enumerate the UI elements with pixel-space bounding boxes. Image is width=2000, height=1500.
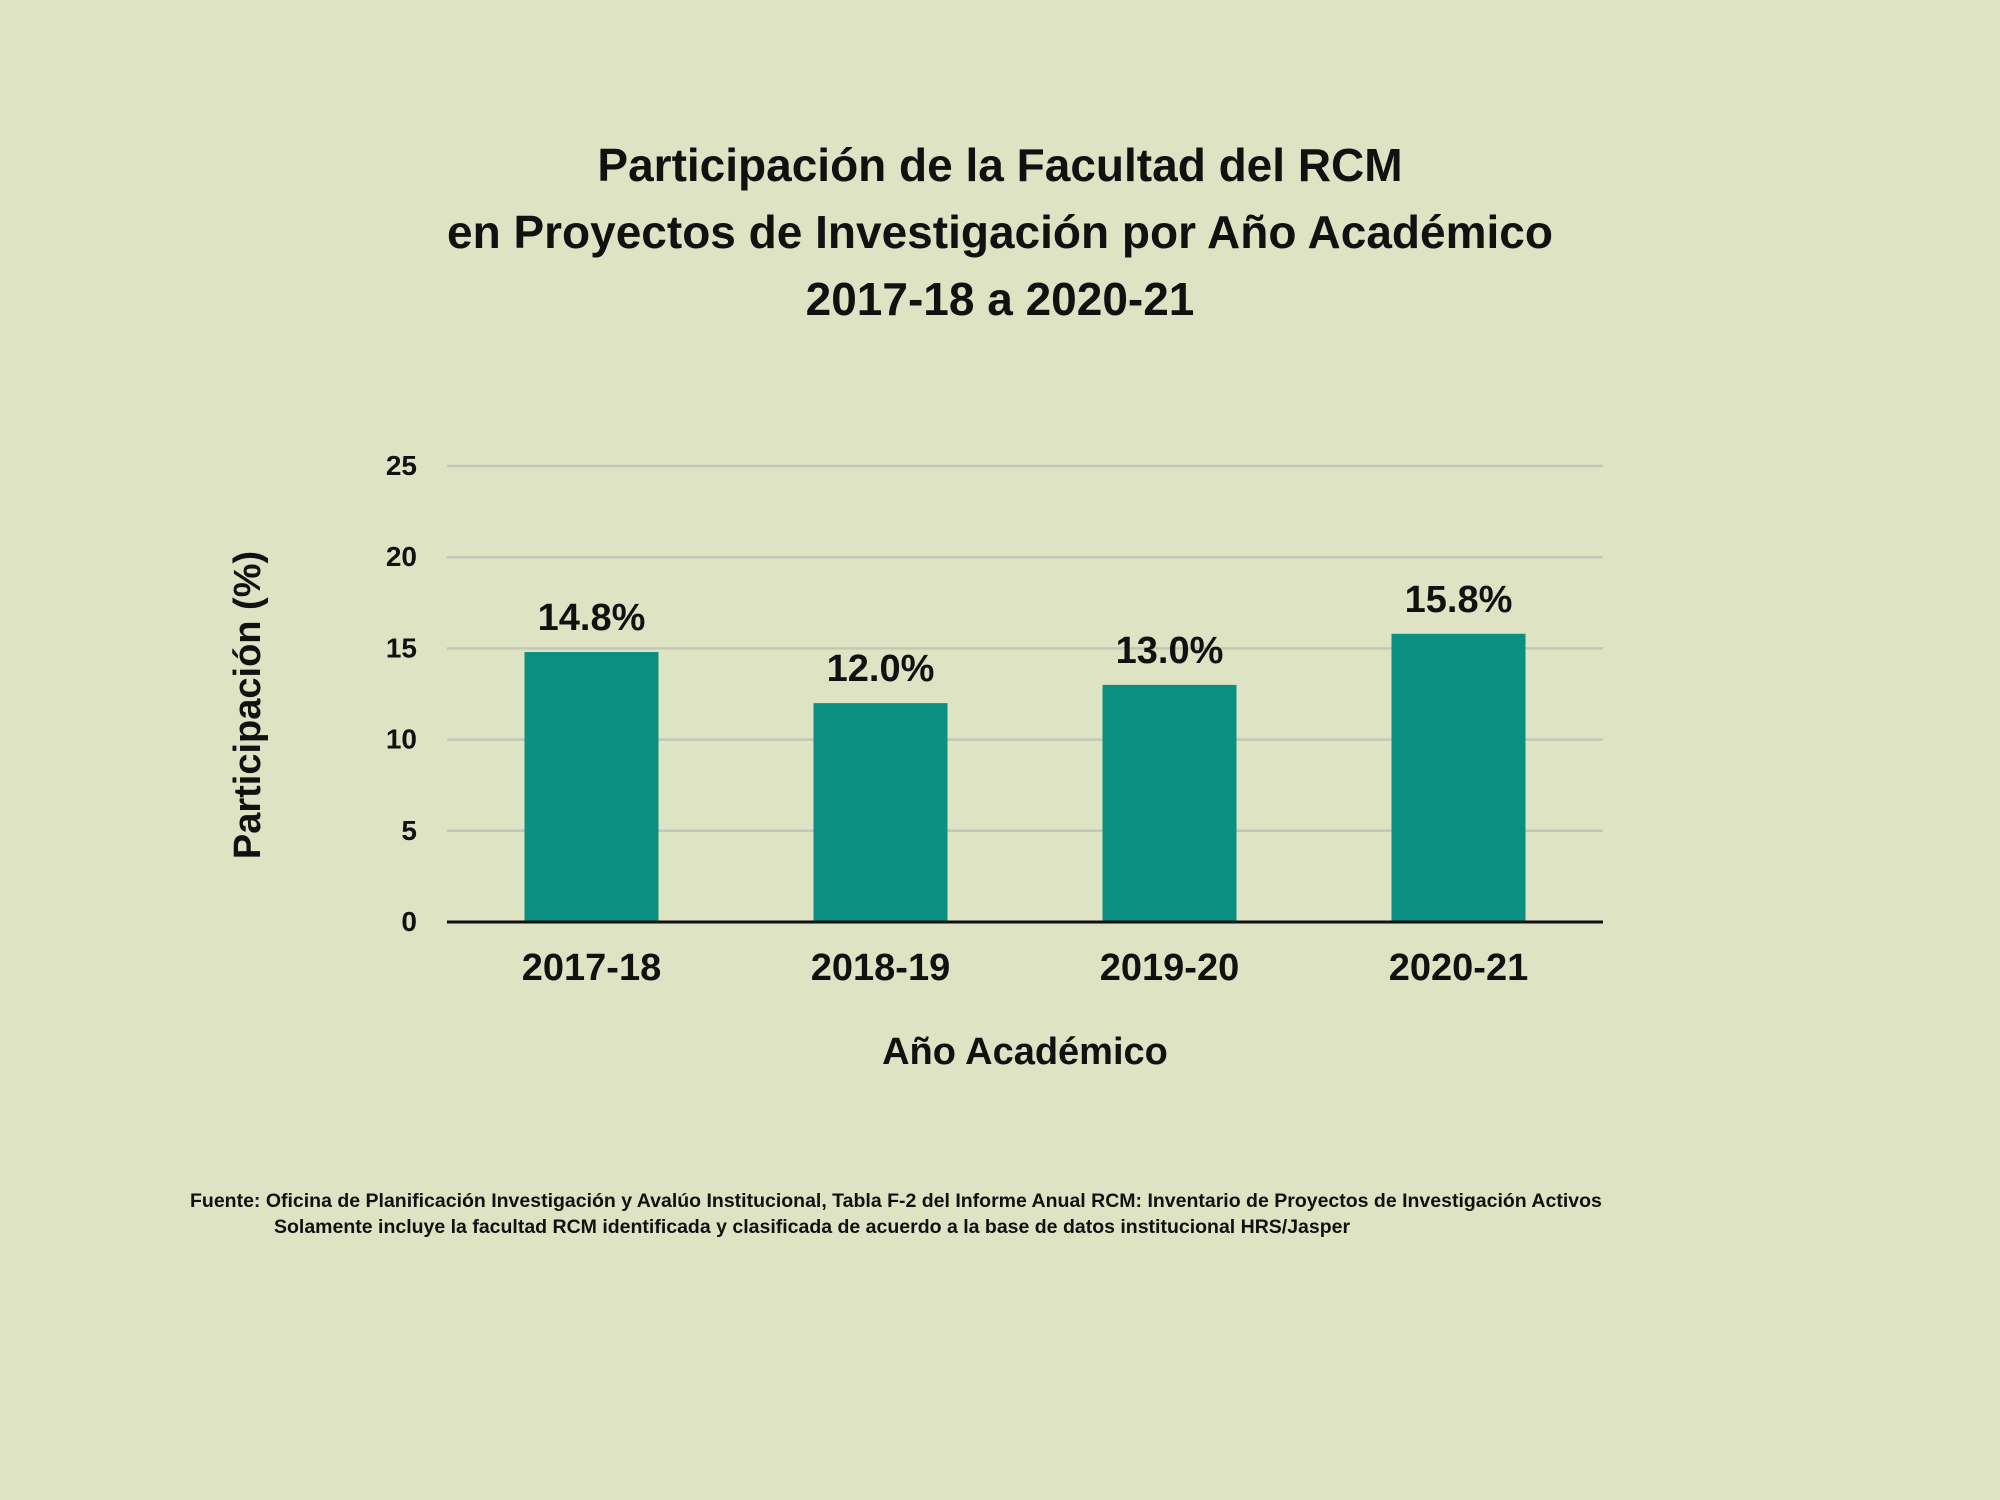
data-label: 14.8% bbox=[538, 597, 646, 639]
bar-2018-19 bbox=[813, 703, 948, 922]
chart-title-line-2: en Proyectos de Investigación por Año Ac… bbox=[447, 206, 1553, 258]
x-tick-label: 2020-21 bbox=[1389, 947, 1528, 989]
x-tick-label: 2018-19 bbox=[811, 947, 950, 989]
x-axis-title: Año Académico bbox=[882, 1031, 1168, 1073]
y-tick-label: 0 bbox=[401, 906, 417, 937]
y-axis-title: Participación (%) bbox=[227, 551, 269, 859]
chart-title: Participación de la Facultad del RCM en … bbox=[0, 132, 2000, 333]
chart-title-line-3: 2017-18 a 2020-21 bbox=[805, 273, 1195, 325]
y-tick-label: 5 bbox=[401, 815, 417, 846]
y-tick-label: 15 bbox=[386, 632, 417, 663]
data-label: 12.0% bbox=[827, 648, 935, 690]
x-tick-label: 2017-18 bbox=[522, 947, 661, 989]
chart-title-line-1: Participación de la Facultad del RCM bbox=[597, 139, 1403, 191]
bar-2017-18 bbox=[524, 652, 659, 922]
bar-2019-20 bbox=[1102, 684, 1237, 922]
y-tick-label: 20 bbox=[386, 541, 417, 572]
y-tick-label: 10 bbox=[386, 724, 417, 755]
data-label: 15.8% bbox=[1405, 579, 1513, 621]
y-tick-label: 25 bbox=[386, 450, 417, 481]
source-line-2: Solamente incluye la facultad RCM identi… bbox=[274, 1216, 1351, 1238]
bar-2020-21 bbox=[1391, 633, 1526, 922]
data-label: 13.0% bbox=[1116, 630, 1224, 672]
source-footnote: Fuente: Oficina de Planificación Investi… bbox=[190, 1188, 1602, 1240]
x-tick-label: 2019-20 bbox=[1100, 947, 1239, 989]
source-line-1: Fuente: Oficina de Planificación Investi… bbox=[190, 1190, 1602, 1212]
